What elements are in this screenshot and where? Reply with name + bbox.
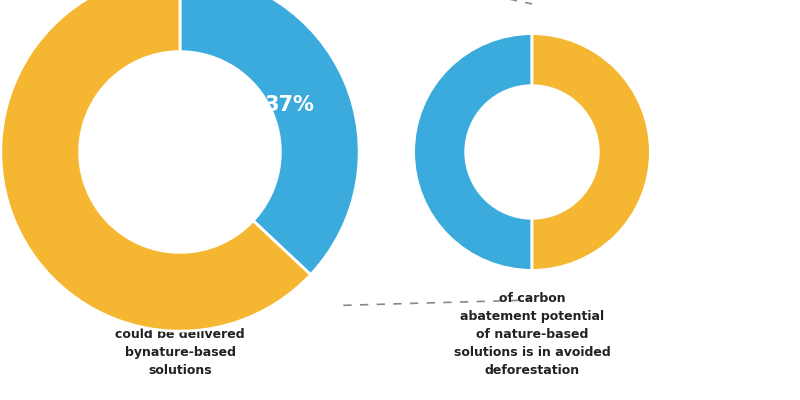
Wedge shape — [532, 34, 650, 270]
Wedge shape — [1, 0, 310, 331]
Wedge shape — [414, 34, 532, 270]
Text: 50%: 50% — [310, 142, 360, 162]
Text: 37%: 37% — [264, 95, 314, 115]
Text: of emissions
mitigation in 2030
could be delivered
bynature-based
solutions: of emissions mitigation in 2030 could be… — [115, 292, 245, 377]
Wedge shape — [180, 0, 359, 275]
Text: of carbon
abatement potential
of nature-based
solutions is in avoided
deforestat: of carbon abatement potential of nature-… — [454, 292, 610, 377]
